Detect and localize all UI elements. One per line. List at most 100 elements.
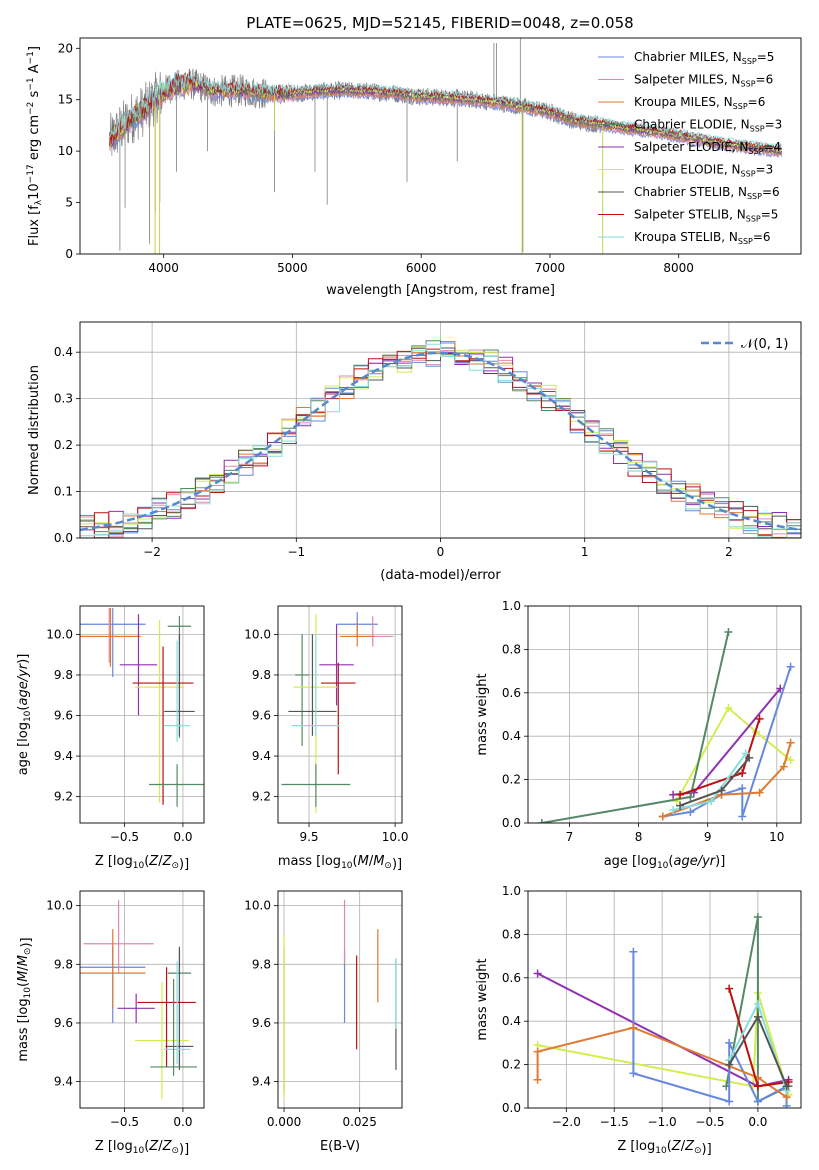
x-tick-label: 2 [725,545,733,559]
axes-frame [527,605,802,824]
y-tick-label: 0.6 [502,686,521,700]
y-tick-label: 9.6 [54,709,73,723]
errorbar-point [80,929,146,1009]
errorbar-point [340,622,375,647]
legend-label: Salpeter ELODIE, NSSP=4 [634,140,781,156]
spectrum-plot-area [109,38,783,254]
y-axis-label: age [log10(age/yr)] [16,654,33,776]
y-tick-label: 9.8 [54,668,73,682]
axes-frame [79,605,205,824]
axes-frame [79,890,205,1109]
y-tick-label: 9.4 [252,1075,271,1089]
errorbar-point [80,608,139,663]
legend-label: Chabrier ELODIE, NSSP=3 [634,118,782,134]
y-tick-label: 20 [58,41,73,55]
errorbar-point [164,640,190,742]
errorbar-point [352,616,394,647]
y-tick-label: 15 [58,93,73,107]
y-tick-label: 9.6 [252,709,271,723]
x-tick-label: 0.0 [173,830,192,844]
series-marker [725,1038,734,1047]
errorbar-plot-area [80,608,204,807]
y-tick-label: 0.4 [502,1014,521,1028]
y-axis-label: mass weight [475,673,490,755]
errorbar-point [288,634,337,736]
y-tick-label: 1.0 [502,884,521,898]
x-tick-label: −0.5 [110,1115,139,1129]
x-tick-label: −1.0 [648,1115,677,1129]
series-marker [658,812,667,821]
x-tick-label: 10 [769,830,784,844]
x-axis-label: Z [log10(Z/Z⊙)] [617,1139,711,1157]
series-line [537,992,790,1096]
y-tick-label: 0.3 [54,392,73,406]
x-tick-label: 9.5 [299,830,318,844]
axes-frame [79,321,802,539]
errorbar-point [165,946,194,1070]
y-axis-label: mass [log10(M/M⊙)] [16,937,34,1061]
series-marker [676,790,685,799]
y-tick-label: 0.2 [54,438,73,452]
y-tick-label: 9.2 [252,790,271,804]
line-plot-area [533,913,793,1108]
errorbar-point [134,620,185,803]
histogram-plot-area [80,340,801,538]
series-marker [755,714,764,723]
series-line [662,666,792,818]
y-tick-label: 0.0 [54,531,73,545]
errorbar-point [164,961,190,1065]
y-tick-label: 9.8 [54,957,73,971]
x-tick-label: 0.0 [748,1115,767,1129]
series-marker [786,756,795,765]
errorbar-plot-area [80,899,197,1100]
errorbar-point [137,967,196,1067]
x-tick-label: 7 [566,830,574,844]
y-tick-label: 1.0 [502,599,521,613]
series-line [675,706,792,802]
weight-vs-age-panel: 7 8 9 10 0.0 0.2 0.4 0.6 0.8 1.0 age [log10(age/yr… [475,599,802,871]
x-axis-label: Z [log10(Z/Z⊙)] [95,854,189,872]
legend-label: Kroupa ELODIE, NSSP=3 [634,163,773,179]
x-tick-label: 10.0 [382,830,409,844]
series-marker [753,1082,762,1091]
y-tick-label: 0.8 [502,642,521,656]
legend-label: 𝒩(0, 1) [741,337,788,352]
series-marker [782,1101,791,1108]
series-marker [725,984,734,993]
errorbar-point [83,899,154,974]
errorbar-plot-area [281,612,394,813]
errorbar-point [117,993,155,1023]
figure-title: PLATE=0625, MJD=52145, FIBERID=0048, z=0… [246,14,633,32]
x-tick-label: 9 [704,830,712,844]
y-axis-label: mass weight [475,958,490,1040]
normal-curve [80,351,801,532]
series-marker [629,947,638,956]
series-marker [717,786,726,795]
axes-frame [277,605,403,824]
axes-frame [527,890,802,1109]
model-spectrum [109,72,783,151]
line-plot-area [537,628,795,823]
x-tick-label: 1 [581,545,589,559]
y-tick-label: 0 [65,247,73,261]
axes-frame [277,890,403,1109]
errorbar-point [281,764,351,807]
x-tick-label: 6000 [406,261,437,275]
spectrum-panel: 4000 5000 6000 7000 8000 0 5 10 15 20 wavelength [… [26,37,802,298]
age-vs-metallicity-panel: −0.5 0.0 9.2 9.4 9.6 9.8 10.0 Z [log10(Z/Z⊙)] ag… [16,605,205,872]
series-line [679,718,761,796]
y-axis-label: Flux [fλ10−17 erg cm−2 s−1 A−1] [26,46,44,246]
legend-label: Kroupa STELIB, NSSP=6 [634,230,771,246]
legend-label: Salpeter MILES, NSSP=6 [634,73,773,89]
mass-vs-metallicity-panel: −0.5 0.0 9.4 9.6 9.8 10.0 Z [log10(Z/Z⊙)] mass … [16,890,205,1157]
series-marker [676,801,685,810]
series-marker [738,812,747,821]
series-marker [725,1097,734,1106]
x-tick-label: 8000 [663,261,694,275]
errorbar-point [80,608,141,667]
legend-label: Kroupa MILES, NSSP=6 [634,95,765,111]
spectrum-legend: Chabrier MILES, NSSP=5 Salpeter MILES, NS… [598,50,782,246]
y-tick-label: 0.8 [502,927,521,941]
residuals-panel: −2 −1 0 1 2 0.0 0.1 0.2 0.3 0.4 (data-model)/error… [27,321,802,583]
